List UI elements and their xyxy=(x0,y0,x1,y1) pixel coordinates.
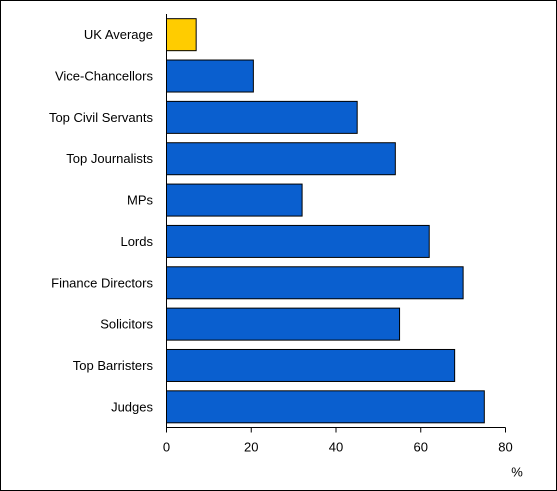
category-label: Top Barristers xyxy=(73,358,154,373)
category-label: UK Average xyxy=(84,27,153,42)
category-label: Solicitors xyxy=(100,317,153,332)
x-tick-label: 20 xyxy=(244,440,258,455)
bar-solicitors xyxy=(166,307,401,341)
category-labels-group: UK Average Vice-Chancellors Top Civil Serv… xyxy=(49,27,154,414)
bar-lords xyxy=(166,224,430,258)
bar-judges xyxy=(166,390,485,424)
category-label: Top Civil Servants xyxy=(49,110,154,125)
x-axis-unit-label: % xyxy=(511,465,523,480)
x-tick-label: 80 xyxy=(498,440,512,455)
x-tick-label: 0 xyxy=(163,440,170,455)
category-label: Judges xyxy=(111,399,153,414)
category-label: MPs xyxy=(127,193,154,208)
bar-top-civil-servants xyxy=(166,100,358,134)
x-tick-label: 60 xyxy=(414,440,428,455)
bars-group xyxy=(166,18,485,424)
category-label: Vice-Chancellors xyxy=(55,69,154,84)
x-tick-label: 40 xyxy=(329,440,343,455)
bar-finance-directors xyxy=(166,266,464,300)
x-ticks-group: 0 20 40 60 80 xyxy=(163,427,513,455)
bar-top-journalists xyxy=(166,142,396,176)
bar-vice-chancellors xyxy=(166,59,254,93)
bar-mps xyxy=(166,183,303,217)
bar-uk-average xyxy=(166,18,197,52)
bar-top-barristers xyxy=(166,348,456,382)
category-label: Top Journalists xyxy=(66,151,153,166)
category-label: Lords xyxy=(120,234,153,249)
category-label: Finance Directors xyxy=(51,275,153,290)
